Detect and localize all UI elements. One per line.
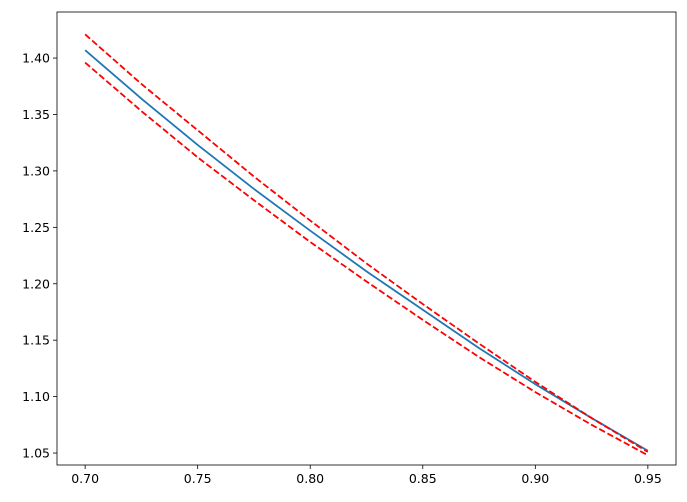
- y-tick-label: 1.20: [22, 276, 50, 291]
- x-tick-label: 0.80: [296, 471, 324, 486]
- y-tick-label: 1.05: [22, 446, 50, 461]
- y-tick-label: 1.40: [22, 51, 50, 66]
- series-line: [84, 49, 649, 452]
- y-tick-label: 1.10: [22, 389, 50, 404]
- x-tick-label: 0.95: [634, 471, 662, 486]
- y-tick-label: 1.30: [22, 163, 50, 178]
- x-tick-label: 0.75: [184, 471, 212, 486]
- y-tick-label: 1.15: [22, 333, 50, 348]
- x-tick-label: 0.70: [71, 471, 99, 486]
- series-line: [84, 33, 649, 453]
- y-tick-label: 1.25: [22, 220, 50, 235]
- x-tick-label: 0.90: [521, 471, 549, 486]
- series-line: [84, 61, 649, 457]
- y-tick-label: 1.35: [22, 107, 50, 122]
- x-tick-label: 0.85: [409, 471, 437, 486]
- plot-frame: [56, 11, 677, 466]
